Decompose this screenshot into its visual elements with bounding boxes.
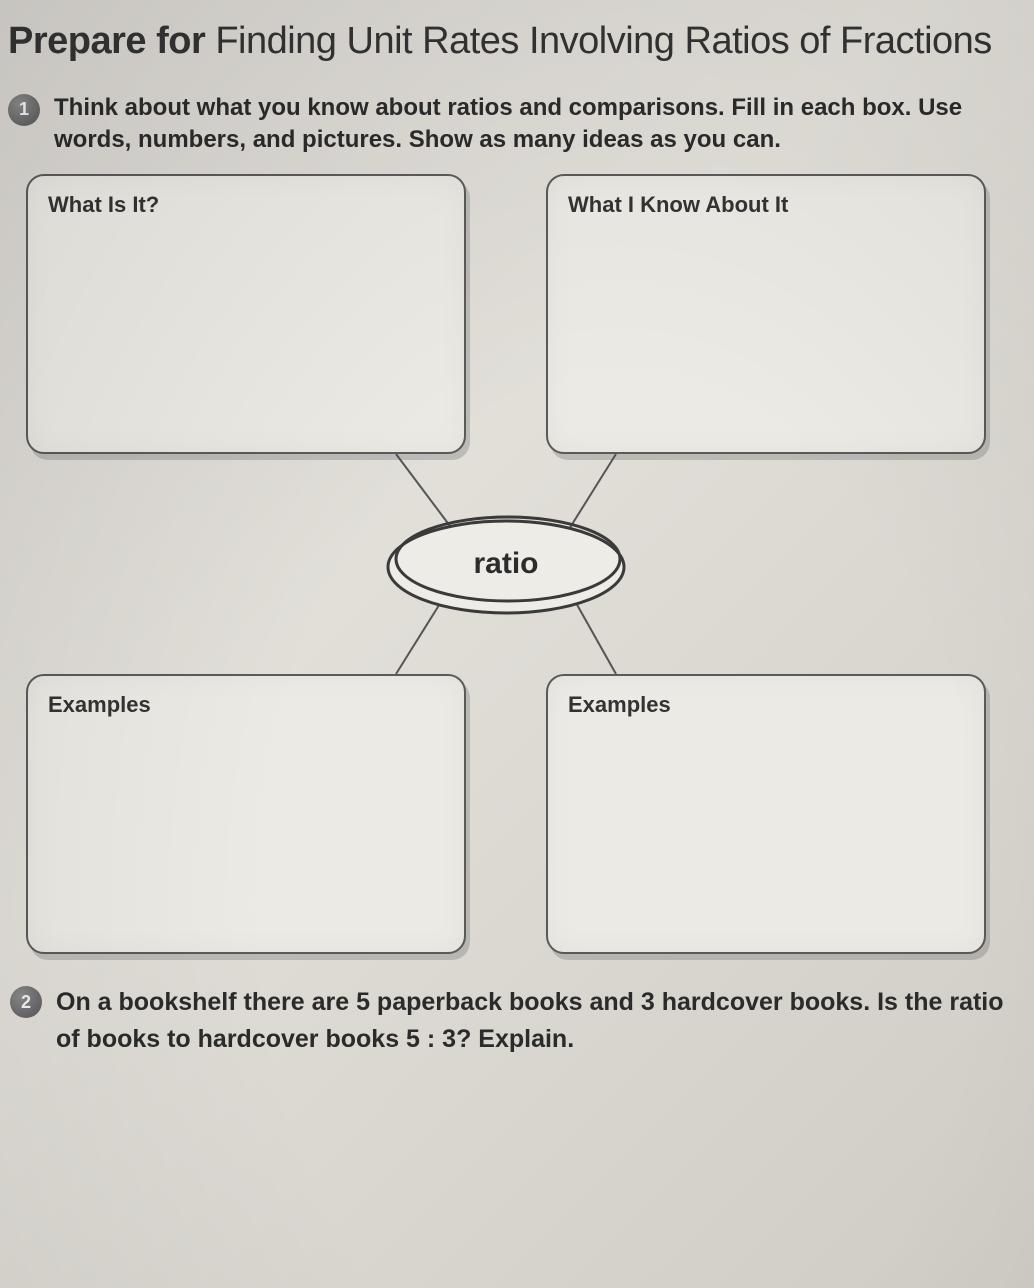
box-label: What Is It?: [48, 192, 444, 218]
question-1-text: Think about what you know about ratios a…: [54, 92, 1004, 157]
question-2: 2 On a bookshelf there are 5 paperback b…: [8, 984, 1004, 1057]
page-title: Prepare for Finding Unit Rates Involving…: [8, 18, 1004, 66]
box-what-i-know[interactable]: What I Know About It: [546, 174, 986, 454]
question-2-number: 2: [10, 986, 42, 1018]
box-label: Examples: [48, 692, 444, 718]
question-2-text: On a bookshelf there are 5 paperback boo…: [56, 984, 1004, 1057]
graphic-organizer: What Is It? What I Know About It Example…: [26, 174, 986, 954]
center-oval: ratio: [381, 509, 631, 619]
box-what-is-it[interactable]: What Is It?: [26, 174, 466, 454]
title-light: Finding Unit Rates Involving Ratios of F…: [215, 20, 991, 62]
box-label: Examples: [568, 692, 964, 718]
question-1-number: 1: [8, 94, 40, 126]
center-word: ratio: [473, 547, 538, 581]
box-examples-right[interactable]: Examples: [546, 674, 986, 954]
question-1: 1 Think about what you know about ratios…: [8, 92, 1004, 157]
box-label: What I Know About It: [568, 192, 964, 218]
title-bold: Prepare for: [8, 20, 205, 62]
box-examples-left[interactable]: Examples: [26, 674, 466, 954]
